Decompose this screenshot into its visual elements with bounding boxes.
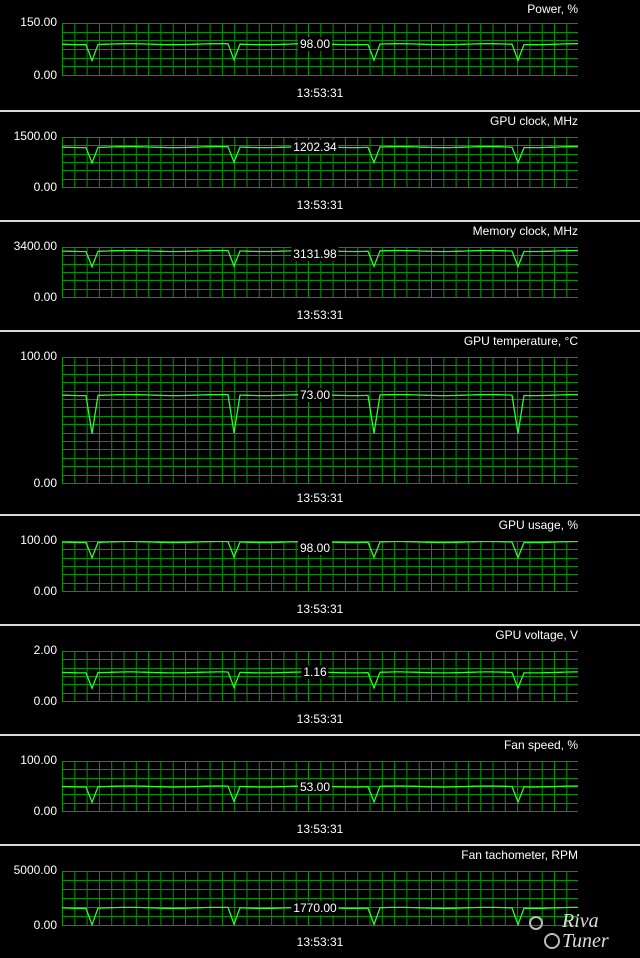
graph-plot-area[interactable]: 53.00 <box>62 761 578 812</box>
cursor-time-label: 13:53:31 <box>296 491 344 505</box>
graph-svg <box>62 871 578 926</box>
y-axis-min-label: 0.00 <box>33 68 57 82</box>
y-axis-min-label: 0.00 <box>33 476 57 490</box>
graph-title: Fan tachometer, RPM <box>461 848 578 862</box>
graph-plot-area[interactable]: 3131.98 <box>62 247 578 298</box>
cursor-time-label: 13:53:31 <box>296 822 344 836</box>
cursor-time-label: 13:53:31 <box>296 935 344 949</box>
rivatuner-logo: Riva Tuner <box>522 905 632 953</box>
monitor-graph-panel: Fan speed, % 100.00 0.00 53.00 13:53:31 <box>0 734 640 844</box>
graph-plot-area[interactable]: 1202.34 <box>62 137 578 188</box>
monitor-graph-panel: Memory clock, MHz 3400.00 0.00 3131.98 13:53… <box>0 220 640 330</box>
graph-title: GPU voltage, V <box>495 628 578 642</box>
cursor-value-label: 73.00 <box>297 388 333 403</box>
graph-grid <box>62 137 578 188</box>
graph-plot-area[interactable]: 1770.00 <box>62 871 578 926</box>
y-axis-max-label: 3400.00 <box>13 239 57 253</box>
monitor-graph-panel: GPU voltage, V 2.00 0.00 1.16 13:53:31 <box>0 624 640 734</box>
graph-title: Fan speed, % <box>503 738 578 752</box>
cursor-value-label: 3131.98 <box>291 247 339 261</box>
y-axis-max-label: 5000.00 <box>13 863 57 877</box>
graph-title: GPU temperature, °C <box>463 334 578 348</box>
graph-svg <box>62 541 578 592</box>
cursor-value-label: 1.16 <box>301 665 329 680</box>
graph-plot-area[interactable]: 98.00 <box>62 23 578 76</box>
cursor-time-label: 13:53:31 <box>296 308 344 322</box>
svg-text:Riva: Riva <box>561 910 599 932</box>
graph-title: GPU usage, % <box>498 518 578 532</box>
y-axis-max-label: 1500.00 <box>13 129 57 143</box>
y-axis-min-label: 0.00 <box>33 804 57 818</box>
cursor-value-label: 98.00 <box>297 37 333 52</box>
y-axis-max-label: 2.00 <box>33 643 57 657</box>
graph-title: Power, % <box>527 2 578 16</box>
graph-plot-area[interactable]: 98.00 <box>62 541 578 592</box>
y-axis-max-label: 100.00 <box>20 349 57 363</box>
monitor-graph-panel: GPU temperature, °C 100.00 0.00 73.00 13:53:… <box>0 330 640 514</box>
y-axis-min-label: 0.00 <box>33 918 57 932</box>
y-axis-min-label: 0.00 <box>33 694 57 708</box>
graph-title: GPU clock, MHz <box>489 114 578 128</box>
cursor-time-label: 13:53:31 <box>296 712 344 726</box>
gear-icon <box>529 916 560 949</box>
y-axis-max-label: 100.00 <box>20 753 57 767</box>
graph-grid <box>62 871 578 926</box>
cursor-value-label: 53.00 <box>297 779 333 794</box>
svg-text:Tuner: Tuner <box>562 930 609 952</box>
cursor-value-label: 1770.00 <box>291 900 339 915</box>
y-axis-min-label: 0.00 <box>33 584 57 598</box>
cursor-time-label: 13:53:31 <box>296 602 344 616</box>
monitor-graph-panel: Power, % 150.00 0.00 98.00 13:53:31 <box>0 0 640 110</box>
graph-svg <box>62 137 578 188</box>
y-axis-max-label: 150.00 <box>20 15 57 29</box>
cursor-value-label: 98.00 <box>297 541 333 555</box>
graph-grid <box>62 541 578 592</box>
monitor-graph-panel: Fan tachometer, RPM 5000.00 0.00 1770.00 13:… <box>0 844 640 957</box>
cursor-value-label: 1202.34 <box>291 140 339 155</box>
cursor-time-label: 13:53:31 <box>296 198 344 212</box>
graph-svg <box>62 357 578 484</box>
cursor-time-label: 13:53:31 <box>296 86 344 100</box>
graph-plot-area[interactable]: 1.16 <box>62 651 578 702</box>
monitor-graph-panel: GPU usage, % 100.00 0.00 98.00 13:53:31 <box>0 514 640 624</box>
graph-plot-area[interactable]: 73.00 <box>62 357 578 484</box>
graph-grid <box>62 357 578 484</box>
y-axis-max-label: 100.00 <box>20 533 57 547</box>
graph-title: Memory clock, MHz <box>472 224 578 238</box>
monitor-graph-panel: GPU clock, MHz 1500.00 0.00 1202.34 13:53:31 <box>0 110 640 220</box>
y-axis-min-label: 0.00 <box>33 290 57 304</box>
y-axis-min-label: 0.00 <box>33 180 57 194</box>
